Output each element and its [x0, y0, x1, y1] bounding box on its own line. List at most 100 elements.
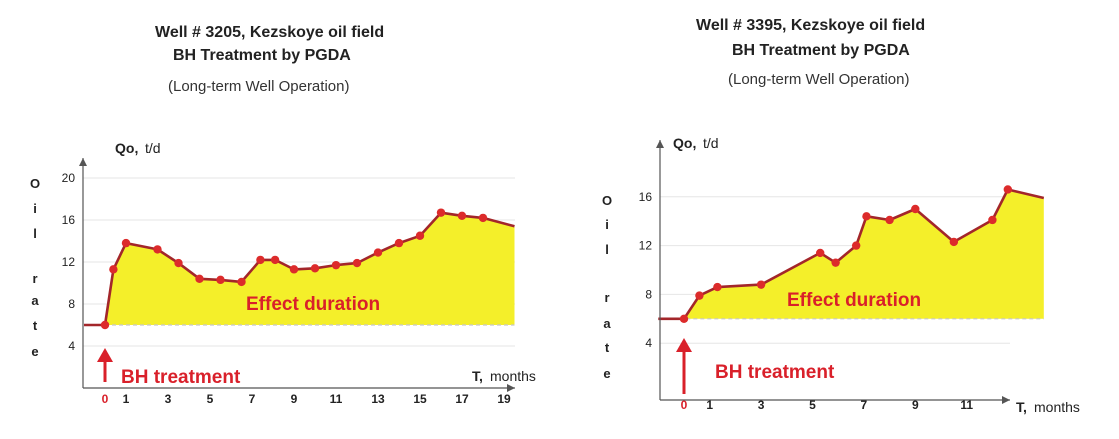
x-tick-label: 11	[330, 392, 343, 406]
chart-title-line-1: Well # 3205, Kezskoye oil field	[155, 24, 385, 41]
y-tick-label: 4	[645, 336, 652, 350]
x-tick-label-zero: 0	[681, 398, 688, 412]
y-tick-label: 16	[639, 190, 653, 204]
x-tick-label: 1	[706, 398, 713, 412]
bh-treatment-label: BH treatment	[715, 362, 835, 383]
x-axis-label-unit: months	[1034, 399, 1080, 415]
x-tick-label: 19	[497, 392, 511, 406]
data-point	[310, 264, 320, 273]
data-point	[988, 215, 997, 225]
data-point	[109, 265, 118, 274]
y-axis-label-unit: t/d	[703, 135, 719, 151]
effect-duration-label: Effect duration	[787, 290, 921, 311]
data-point	[679, 314, 689, 323]
x-axis-label-unit: months	[490, 368, 536, 384]
data-point	[756, 280, 766, 289]
data-point	[885, 215, 894, 225]
y-tick-label: 20	[62, 171, 76, 185]
x-axis-label-main: T,	[1016, 399, 1027, 415]
bh-treatment-label: BH treatment	[121, 367, 241, 388]
x-tick-label: 7	[249, 392, 256, 406]
x-tick-label: 7	[861, 398, 868, 412]
series-line	[84, 211, 515, 327]
x-tick-label: 5	[207, 392, 214, 406]
x-tick-label: 9	[912, 398, 919, 412]
chart-panel-left: Well # 3205, Kezskoye oil field BH Treat…	[30, 24, 536, 406]
x-axis-label-main: T,	[472, 368, 483, 384]
x-tick-label: 3	[758, 398, 765, 412]
data-point	[816, 248, 825, 258]
chart-title-line-2: BH Treatment by PGDA	[732, 42, 910, 59]
data-point	[100, 320, 110, 330]
data-point	[949, 237, 959, 247]
data-point	[121, 238, 131, 248]
y-side-label-letter: a	[603, 316, 611, 331]
x-tick-label: 5	[809, 398, 816, 412]
x-axis-arrow	[507, 384, 515, 392]
data-point	[394, 238, 404, 248]
chart-panel-right: Well # 3395, Kezskoye oil field BH Treat…	[560, 0, 1119, 439]
y-axis-arrow	[656, 140, 664, 148]
y-axis-label-main: Qo,	[115, 140, 138, 156]
y-side-label-letter: t	[605, 340, 610, 355]
y-side-label-letter: t	[33, 318, 38, 333]
x-tick-label: 17	[455, 392, 469, 406]
y-tick-label: 12	[62, 255, 76, 269]
data-point	[237, 277, 246, 287]
y-side-label-letter: O	[602, 193, 612, 208]
y-tick-label: 8	[68, 297, 75, 311]
y-axis-label-unit: t/d	[145, 140, 161, 156]
y-side-label-letter: r	[32, 271, 37, 286]
x-axis-arrow	[1002, 396, 1010, 404]
y-side-label-letter: l	[605, 242, 609, 257]
y-tick-label: 4	[68, 339, 75, 353]
chart-subtitle: (Long-term Well Operation)	[168, 78, 350, 95]
data-point	[373, 248, 383, 257]
chart-title-line-1: Well # 3395, Kezskoye oil field	[696, 17, 926, 34]
y-side-label-letter: r	[604, 290, 609, 305]
y-side-label-letter: e	[31, 344, 38, 359]
x-tick-label: 11	[960, 398, 973, 412]
data-point	[436, 208, 446, 217]
y-axis-arrow	[79, 158, 87, 166]
y-side-label-letter: i	[33, 201, 37, 216]
chart-subtitle: (Long-term Well Operation)	[728, 71, 910, 88]
data-point	[331, 260, 341, 270]
y-side-label-letter: i	[605, 217, 609, 232]
chart-title-line-2: BH Treatment by PGDA	[173, 47, 351, 64]
x-tick-label: 3	[165, 392, 172, 406]
y-side-label-letter: O	[30, 176, 40, 191]
x-tick-label: 15	[413, 392, 427, 406]
effect-area-fill	[658, 189, 1044, 319]
data-point	[289, 265, 299, 274]
data-point	[195, 274, 204, 283]
data-point	[216, 275, 225, 285]
x-tick-label: 13	[371, 392, 385, 406]
data-point	[270, 255, 280, 265]
y-side-label-letter: a	[31, 293, 39, 308]
y-tick-label: 12	[639, 239, 653, 253]
y-side-label-letter: e	[603, 366, 610, 381]
data-point	[478, 213, 488, 223]
y-side-label-letter: l	[33, 226, 37, 241]
data-point	[695, 291, 704, 300]
data-point	[352, 258, 362, 268]
effect-duration-label: Effect duration	[246, 294, 380, 315]
data-point	[831, 258, 840, 267]
data-point	[457, 211, 467, 220]
data-point	[415, 231, 425, 240]
data-point	[174, 258, 183, 268]
data-point	[153, 245, 162, 254]
data-point	[862, 212, 871, 221]
treatment-arrow-head	[97, 348, 113, 362]
data-point	[256, 255, 265, 265]
x-tick-label: 9	[291, 392, 298, 406]
x-tick-label-zero: 0	[102, 392, 109, 406]
data-point	[911, 204, 920, 214]
y-tick-label: 16	[62, 213, 76, 227]
data-point	[851, 241, 861, 250]
data-point	[1003, 185, 1013, 194]
y-axis-label-main: Qo,	[673, 135, 696, 151]
